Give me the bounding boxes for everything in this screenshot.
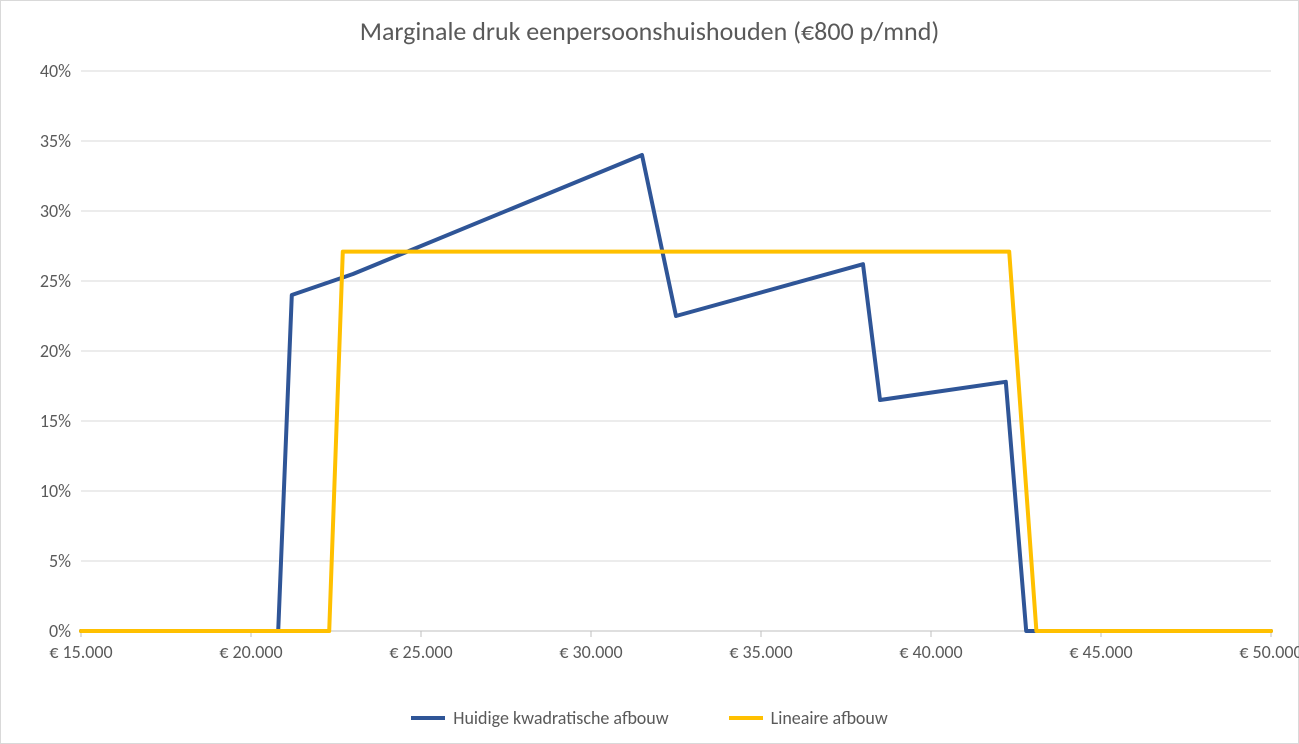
y-tick-label: 40% xyxy=(1,60,71,82)
legend-item: Lineaire afbouw xyxy=(729,707,888,729)
legend-swatch xyxy=(729,716,763,720)
plot-svg xyxy=(81,71,1271,631)
legend-label: Huidige kwadratische afbouw xyxy=(453,707,668,729)
x-tick-label: € 45.000 xyxy=(1069,641,1132,663)
y-tick-label: 10% xyxy=(1,480,71,502)
x-tick-label: € 40.000 xyxy=(899,641,962,663)
legend-label: Lineaire afbouw xyxy=(771,707,888,729)
chart-frame: Marginale druk eenpersoonshuishouden (€8… xyxy=(0,0,1299,744)
plot-area xyxy=(81,71,1271,631)
legend-item: Huidige kwadratische afbouw xyxy=(411,707,668,729)
legend-swatch xyxy=(411,716,445,720)
x-tick-label: € 15.000 xyxy=(49,641,112,663)
legend: Huidige kwadratische afbouw Lineaire afbo… xyxy=(1,707,1298,729)
y-tick-label: 5% xyxy=(1,550,71,572)
x-tick-label: € 20.000 xyxy=(219,641,282,663)
y-tick-label: 25% xyxy=(1,270,71,292)
y-tick-label: 15% xyxy=(1,410,71,432)
y-tick-label: 0% xyxy=(1,620,71,642)
x-tick-label: € 50.000 xyxy=(1239,641,1299,663)
chart-title: Marginale druk eenpersoonshuishouden (€8… xyxy=(1,15,1298,47)
y-tick-label: 20% xyxy=(1,340,71,362)
series-line xyxy=(81,155,1271,631)
x-tick-label: € 35.000 xyxy=(729,641,792,663)
y-tick-label: 30% xyxy=(1,200,71,222)
x-tick-label: € 25.000 xyxy=(389,641,452,663)
y-tick-label: 35% xyxy=(1,130,71,152)
x-tick-label: € 30.000 xyxy=(559,641,622,663)
